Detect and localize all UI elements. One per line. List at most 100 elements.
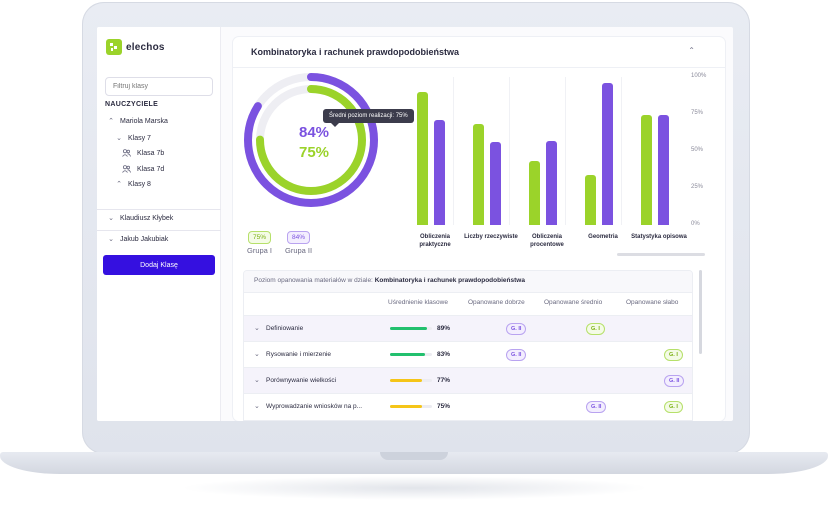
y-tick-label: 50% — [691, 147, 704, 153]
group-chip: G. I — [664, 349, 683, 361]
app-name: elechos — [126, 41, 165, 53]
progress-fill — [390, 379, 423, 382]
app-screen: elechos NAUCZYCIELE ⌃ Mariola Marska ⌄ K… — [97, 27, 733, 421]
class-7d[interactable]: Klasa 7d — [122, 165, 164, 173]
chevron-down-icon[interactable]: ⌄ — [254, 351, 260, 358]
grid-line — [621, 77, 622, 225]
bar-group1[interactable] — [417, 91, 428, 225]
chevron-up-icon: ⌃ — [108, 118, 114, 125]
row-label: Wyprowadzanie wniosków na p... — [266, 403, 363, 410]
grid-line — [509, 77, 510, 225]
chevron-down-icon: ⌄ — [108, 236, 114, 243]
progress-fill — [390, 327, 428, 330]
bar-group2[interactable] — [546, 140, 557, 225]
bar-group1[interactable] — [473, 124, 484, 225]
y-tick-label: 0% — [691, 221, 700, 227]
row-percentage: 89% — [437, 325, 451, 332]
bar-group2[interactable] — [658, 115, 669, 225]
y-tick-label: 100% — [691, 73, 707, 79]
divider — [233, 67, 725, 68]
y-tick-label: 75% — [691, 110, 704, 116]
progress-track — [390, 379, 432, 382]
column-header: Uśrednienie klasowe — [388, 299, 448, 306]
bar-group2[interactable] — [602, 82, 613, 225]
laptop-shadow — [180, 476, 650, 500]
group-chip: G. II — [586, 401, 607, 413]
teacher-klaudiusz-klybek[interactable]: ⌄ Klaudiusz Kłybek — [108, 214, 174, 223]
table-row[interactable]: ⌄ Rysowanie i mierzenie 83% G. II G. I — [244, 341, 692, 367]
laptop-base — [0, 452, 828, 474]
row-percentage: 75% — [437, 403, 451, 410]
bar-group1[interactable] — [641, 115, 652, 225]
column-header: Opanowane dobrze — [468, 299, 525, 306]
group-chip: G. II — [506, 349, 527, 361]
group-chip: G. II — [664, 375, 685, 387]
class-group-label: Klasy 8 — [128, 180, 151, 188]
table-caption-topic: Kombinatoryka i rachunek prawdopodobieńs… — [374, 277, 525, 284]
column-header: Opanowane średnio — [544, 299, 603, 306]
table-row[interactable]: ⌄ Porównywanie wielkości 77% G. II — [244, 367, 692, 393]
class-7b[interactable]: Klasa 7b — [122, 149, 164, 157]
sidebar: elechos NAUCZYCIELE ⌃ Mariola Marska ⌄ K… — [97, 27, 221, 421]
class-group-label: Klasy 7 — [128, 134, 151, 142]
chart-scrollbar[interactable] — [617, 253, 705, 256]
progress-donut — [244, 73, 378, 207]
bar-group1[interactable] — [529, 161, 540, 225]
donut-arc-group1 — [256, 85, 366, 195]
group-chip: G. I — [664, 401, 683, 413]
row-percentage: 77% — [437, 377, 451, 384]
legend-group1[interactable]: 75% Grupa I — [247, 231, 272, 255]
progress-fill — [390, 353, 425, 356]
divider — [97, 230, 221, 231]
grid-line — [565, 77, 566, 225]
teachers-heading: NAUCZYCIELE — [105, 101, 159, 108]
chevron-down-icon[interactable]: ⌄ — [254, 325, 260, 332]
teacher-mariola-marska[interactable]: ⌃ Mariola Marska — [108, 117, 168, 126]
divider — [97, 209, 221, 210]
grid-line — [453, 77, 454, 225]
users-icon — [122, 149, 131, 157]
table-row[interactable]: ⌄ Wyprowadzanie wniosków na p... 75% G. II G… — [244, 393, 692, 419]
donut-arc-group2 — [244, 73, 378, 207]
card-title: Kombinatoryka i rachunek prawdopodobieńs… — [251, 47, 460, 57]
teacher-name: Klaudiusz Kłybek — [120, 214, 174, 222]
column-header: Opanowane słabo — [626, 299, 679, 306]
chevron-down-icon: ⌄ — [116, 135, 122, 142]
class-group-7[interactable]: ⌄ Klasy 7 — [116, 134, 151, 143]
category-label: Statystyka opisowa — [631, 234, 687, 240]
filter-classes-input[interactable] — [105, 77, 213, 96]
category-label: Obliczenia praktyczne — [419, 234, 451, 248]
add-class-button[interactable]: Dodaj Klasę — [103, 255, 215, 275]
legend-badge: 84% — [287, 231, 311, 244]
bar-chart: Obliczenia praktyczne Liczby rzeczywiste O… — [395, 71, 715, 267]
row-label: Rysowanie i mierzenie — [266, 351, 332, 358]
class-group-8[interactable]: ⌃ Klasy 8 — [116, 180, 151, 189]
row-percentage: 83% — [437, 351, 451, 358]
table-row[interactable]: ⌄ Definiowanie 89% G. II G. I — [244, 315, 692, 341]
users-icon — [122, 165, 131, 173]
bar-group2[interactable] — [490, 142, 501, 225]
category-label: Liczby rzeczywiste — [464, 234, 518, 240]
category-label: Obliczenia procentowe — [530, 234, 564, 248]
legend-label: Grupa II — [285, 246, 313, 255]
bar-group1[interactable] — [585, 174, 596, 225]
progress-fill — [390, 405, 422, 408]
chevron-down-icon: ⌄ — [108, 215, 114, 222]
legend-badge: 75% — [248, 231, 272, 244]
progress-track — [390, 327, 432, 330]
chevron-down-icon[interactable]: ⌄ — [254, 377, 260, 384]
collapse-chevron-icon[interactable]: ⌃ — [688, 46, 695, 55]
group-chip: G. I — [586, 323, 605, 335]
laptop-notch — [380, 452, 448, 460]
category-label: Geometria — [588, 234, 618, 240]
teacher-jakub-jakubiak[interactable]: ⌄ Jakub Jakubiak — [108, 235, 169, 244]
table-scrollbar[interactable] — [699, 270, 702, 354]
teacher-name: Jakub Jakubiak — [120, 235, 169, 243]
legend-group2[interactable]: 84% Grupa II — [285, 231, 312, 255]
group2-percentage: 84% — [299, 124, 330, 141]
bar-group2[interactable] — [434, 119, 445, 225]
app-logo[interactable]: elechos — [106, 39, 165, 55]
teacher-name: Mariola Marska — [120, 117, 168, 125]
group1-percentage: 75% — [299, 144, 330, 161]
chevron-down-icon[interactable]: ⌄ — [254, 403, 260, 410]
